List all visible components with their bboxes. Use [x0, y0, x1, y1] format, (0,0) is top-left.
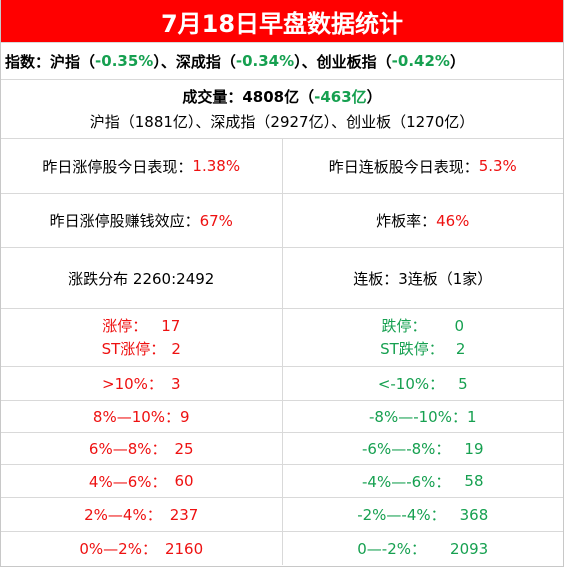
volume-row: 成交量：4808亿（-463亿） 沪指（1881亿）、深成指（2927亿）、创业…	[1, 80, 563, 139]
limit-down-cell: 跌停： 0 ST跌停： 2	[281, 309, 564, 366]
range-up-cell: 6%—8%： 25	[88, 439, 194, 459]
range-up-cell: 2%—4%： 237	[84, 505, 199, 525]
zt-today-label: 昨日涨停股今日表现：	[42, 157, 193, 176]
limit-up-value: 17	[161, 316, 181, 335]
limit-down-value: 0	[454, 316, 465, 335]
index-label: 指数：	[5, 52, 51, 71]
range-down-cell: -8%—-10%： 1	[281, 401, 564, 432]
range-row: >10%： 3 <-10%： 5	[1, 367, 563, 401]
range-row: 0%—2%： 2160 0—-2%： 2093	[1, 532, 563, 565]
volume-change: -463亿	[314, 88, 367, 106]
index-row: 指数： 沪指 （-0.35%）、 深成指 （-0.34%）、 创业板指 （-0.…	[1, 43, 563, 80]
sz-index-pct: -0.34%	[235, 52, 295, 70]
stats-row-2: 昨日涨停股赚钱效应： 67% 炸板率： 46%	[1, 194, 563, 248]
cy-index-pct: -0.42%	[391, 52, 450, 70]
sh-index-pct: -0.35%	[95, 52, 154, 70]
zt-today-value: 1.38%	[192, 157, 241, 175]
volume-label: 成交量：	[182, 88, 243, 106]
stats-row-1: 昨日涨停股今日表现： 1.38% 昨日连板股今日表现： 5.3%	[1, 139, 563, 194]
range-down-cell: <-10%： 5	[281, 367, 564, 400]
sh-index-name: 沪指	[50, 52, 81, 71]
zt-profit-value: 67%	[199, 211, 233, 230]
sz-index-name: 深成指	[175, 52, 221, 71]
lianban-cell: 连板：3连板（1家）	[281, 248, 564, 308]
volume-breakdown: 沪指（1881亿）、深成指（2927亿）、创业板（1270亿）	[89, 113, 475, 131]
range-up-cell: >10%： 3	[102, 374, 181, 394]
range-down-cell: -4%—-6%： 58	[281, 465, 564, 497]
zb-cell: 炸板率： 46%	[281, 194, 564, 247]
sheet-title: 7月18日早盘数据统计	[1, 0, 563, 43]
range-down-cell: -2%—-4%： 368	[281, 498, 564, 531]
range-up-cell: 4%—6%： 60	[88, 472, 194, 491]
range-down-cell: 0—-2%： 2093	[281, 532, 564, 565]
st-limit-up-value: 2	[171, 339, 181, 358]
limit-up-label: 涨停：	[102, 316, 148, 335]
range-row: 4%—6%： 60 -4%—-6%： 58	[1, 465, 563, 498]
range-row: 6%—8%： 25 -6%—-8%： 19	[1, 433, 563, 465]
lb-today-label: 昨日连板股今日表现：	[328, 157, 479, 176]
range-row: 8%—10%： 9 -8%—-10%： 1	[1, 401, 563, 433]
range-row: 2%—4%： 237 -2%—-4%： 368	[1, 498, 563, 532]
limit-row: 涨停： 17 ST涨停： 2 跌停： 0 ST跌停： 2	[1, 309, 563, 367]
st-limit-down-label: ST跌停：	[380, 339, 444, 358]
zt-profit-label: 昨日涨停股赚钱效应：	[49, 212, 200, 230]
range-up-cell: 0%—2%： 2160	[79, 539, 204, 559]
volume-total: 4808亿	[242, 88, 300, 106]
zb-value: 46%	[436, 211, 470, 230]
zt-profit-cell: 昨日涨停股赚钱效应： 67%	[1, 194, 282, 247]
limit-up-cell: 涨停： 17 ST涨停： 2	[1, 309, 282, 366]
st-limit-up-label: ST涨停：	[101, 339, 166, 358]
distribution-cell: 涨跌分布 2260:2492	[68, 269, 215, 288]
range-down-cell: -6%—-8%： 19	[281, 433, 564, 464]
stats-row-3: 涨跌分布 2260:2492 连板：3连板（1家）	[1, 248, 563, 309]
st-limit-down-value: 2	[455, 339, 466, 358]
limit-down-label: 跌停：	[381, 316, 427, 335]
lb-today-cell: 昨日连板股今日表现： 5.3%	[281, 139, 564, 193]
lb-today-value: 5.3%	[478, 157, 517, 175]
range-up-cell: 8%—10%： 9	[92, 407, 190, 427]
cy-index-name: 创业板指	[316, 52, 377, 71]
zb-label: 炸板率：	[376, 212, 437, 230]
zt-today-cell: 昨日涨停股今日表现： 1.38%	[1, 139, 282, 193]
